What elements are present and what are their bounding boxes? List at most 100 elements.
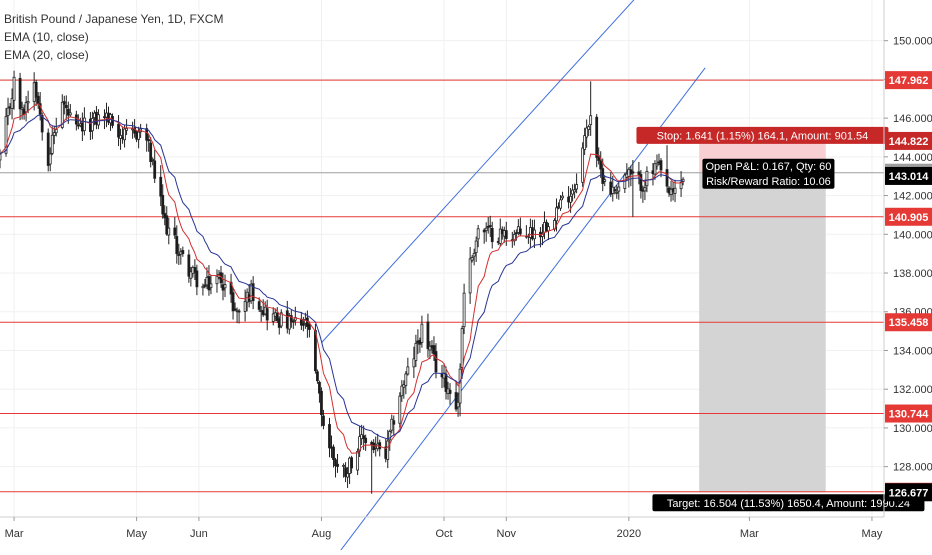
horizontal-levels [0,79,884,493]
candle-body-206 [581,147,585,183]
candle-82 [231,287,235,320]
candle-103 [289,309,293,328]
candle-53 [149,137,153,168]
candle-238 [669,181,673,202]
level-badge-1: 140.905 [885,207,932,226]
candle-body-215 [603,179,607,182]
current-price-badge: 143.014 [885,166,932,185]
candle-67 [189,266,193,287]
candle-body-127 [358,436,362,452]
candle-110 [307,321,311,338]
x-tick-label-5: Nov [497,528,517,540]
candle-66 [187,249,191,283]
candle-body-142 [400,385,404,397]
candle-body-169 [474,240,478,254]
candle-144 [404,371,408,395]
candle-95 [265,299,269,331]
candle-body-139 [390,418,394,431]
candle-body-150 [420,323,424,343]
candle-137 [386,429,390,469]
candle-219 [615,185,619,199]
candle-114 [320,387,323,427]
candle-body-23 [64,104,68,109]
candle-body-219 [615,191,619,194]
channel-lines [321,0,706,553]
candle-40 [111,113,114,129]
candle-body-126 [356,451,360,471]
candle-45 [125,119,128,136]
level-badge-3: 130.744 [885,404,932,423]
candle-body-141 [398,395,402,424]
stop-price-badge: 144.822 [885,131,932,150]
candle-body-71 [201,285,205,289]
candle-body-76 [215,275,219,285]
level-badge-3-text: 130.744 [889,409,930,421]
x-tick-label-2: Jun [190,528,208,540]
candle-143 [402,380,406,399]
open-pnl-label-text-1: Risk/Reward Ratio: 10.06 [706,176,831,188]
candle-61 [173,216,177,239]
candle-body-17 [48,153,52,165]
candle-body-138 [388,431,392,441]
target-price-badge-bg [885,483,932,502]
candle-235 [659,158,663,178]
candle-17 [48,147,52,172]
stop-price-badge-text: 144.822 [889,136,929,148]
candle-206 [581,142,585,187]
candle-body-112 [316,371,319,382]
candle-152 [428,341,432,360]
candle-167 [470,255,474,263]
candle-body-238 [669,188,673,195]
candle-body-53 [149,142,153,163]
candle-142 [400,380,404,402]
candle-body-66 [187,254,191,277]
candle-44 [123,124,126,148]
candle-body-75 [209,283,213,289]
candle-168 [472,248,476,266]
candle-60 [167,217,171,245]
level-badge-2: 135.458 [885,313,932,332]
candle-1 [4,107,8,157]
candle-body-123 [346,473,349,478]
candle-body-104 [291,320,295,323]
candle-41 [117,115,120,147]
candle-22 [62,95,66,115]
candle-body-129 [362,435,366,440]
candle-104 [291,319,295,329]
position-zones [699,140,826,493]
target-price-badge: 126.677 [885,483,932,502]
candle-body-119 [334,459,337,467]
x-tick-label-8: May [862,528,883,540]
candle-166 [468,247,472,304]
candle-body-221 [623,174,627,189]
candle-42 [119,128,122,150]
candle-body-241 [679,181,683,190]
candle-body-49 [137,131,141,140]
candle-body-182 [512,234,516,242]
candle-69 [193,259,197,281]
candle-body-65 [181,250,185,255]
candle-119 [334,457,337,478]
candle-body-116 [328,424,331,449]
candle-123 [346,467,349,488]
x-tick-label-6: 2020 [617,528,641,540]
candle-body-54 [151,158,155,161]
candle-160 [448,383,452,405]
candle-body-143 [402,384,406,388]
candle-175 [490,221,494,249]
candle-body-183 [514,232,518,235]
candle-body-164 [460,328,464,368]
candle-body-125 [350,457,353,469]
candle-body-59 [165,215,169,235]
target-label-text-0: Target: 16.504 (11.53%) 1650.4, Amount: … [667,498,910,510]
y-tick-label-2: 132.000 [893,384,932,396]
candle-body-20 [54,129,58,134]
candle-body-12 [34,81,38,98]
candle-body-102 [287,315,291,330]
candle-158 [444,366,448,400]
candle-209 [587,124,591,137]
candle-body-96 [271,313,275,322]
candle-23 [64,95,68,120]
candle-0 [0,149,2,169]
